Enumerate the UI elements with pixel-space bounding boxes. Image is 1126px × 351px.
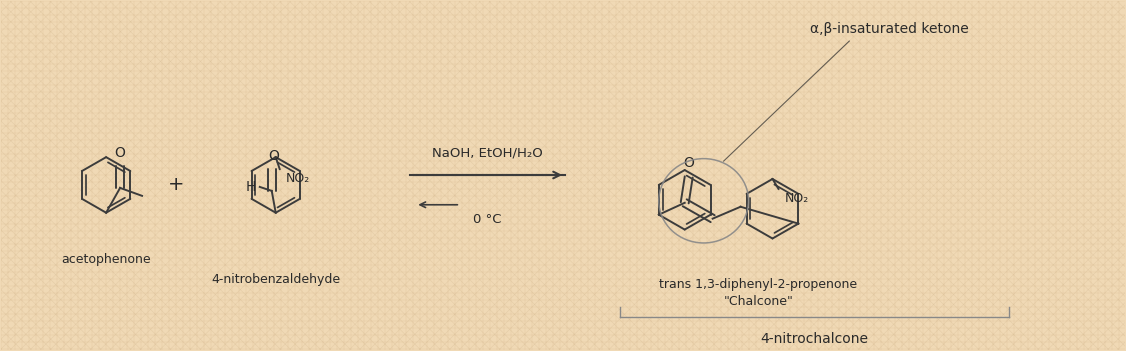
Text: O: O bbox=[683, 156, 694, 170]
Text: NO₂: NO₂ bbox=[286, 172, 310, 185]
Text: 4-nitrobenzaldehyde: 4-nitrobenzaldehyde bbox=[212, 273, 340, 286]
Text: trans 1,3-diphenyl-2-propenone: trans 1,3-diphenyl-2-propenone bbox=[660, 278, 858, 291]
Text: O: O bbox=[115, 146, 125, 160]
Text: O: O bbox=[268, 149, 279, 163]
Text: NO₂: NO₂ bbox=[785, 192, 808, 205]
Text: α,β-insaturated ketone: α,β-insaturated ketone bbox=[810, 22, 968, 36]
Text: NaOH, EtOH/H₂O: NaOH, EtOH/H₂O bbox=[431, 147, 543, 160]
Text: H: H bbox=[245, 180, 256, 194]
Text: +: + bbox=[168, 176, 185, 194]
Text: 4-nitrochalcone: 4-nitrochalcone bbox=[760, 332, 868, 346]
Text: acetophenone: acetophenone bbox=[61, 253, 151, 266]
Text: 0 °C: 0 °C bbox=[473, 213, 501, 226]
Text: "Chalcone": "Chalcone" bbox=[724, 296, 794, 309]
